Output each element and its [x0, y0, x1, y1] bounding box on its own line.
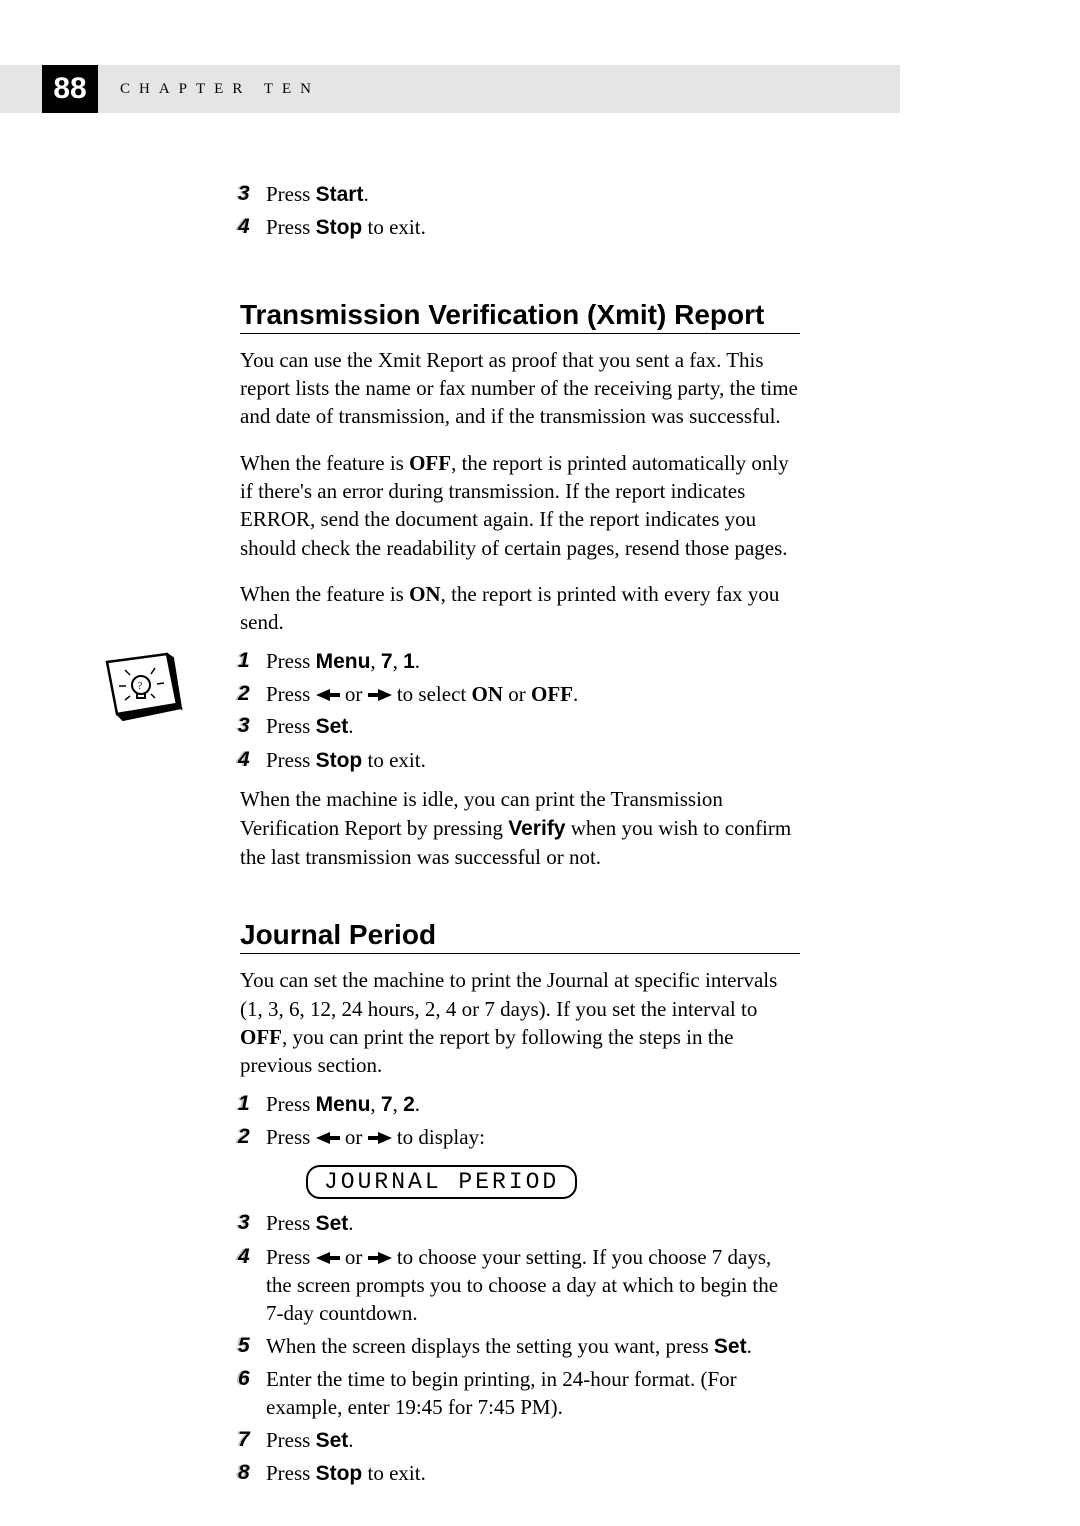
step-item: 1Press Menu, 7, 1.: [240, 647, 800, 676]
journal-step-list-b: 3Press Set.4Press or to choose your sett…: [240, 1209, 800, 1488]
step-number: 1: [238, 647, 264, 676]
section-heading-xmit: Transmission Verification (Xmit) Report: [240, 299, 800, 334]
arrow-right-icon: [368, 1126, 392, 1150]
step-item: 3Press Set.: [240, 712, 800, 741]
arrow-right-icon: [368, 683, 392, 707]
step-body: Press Start.: [266, 180, 800, 209]
step-body: Press Menu, 7, 2.: [266, 1090, 800, 1119]
step-body: Press Set.: [266, 1209, 800, 1238]
step-body: Press or to choose your setting. If you …: [266, 1243, 800, 1328]
arrow-left-icon: [316, 683, 340, 707]
step-body: Press or to select ON or OFF.: [266, 680, 800, 708]
xmit-para-3: When the feature is ON, the report is pr…: [240, 580, 800, 637]
step-item: 3Press Set.: [240, 1209, 800, 1238]
step-number: 4: [238, 746, 264, 775]
step-number: 2: [238, 1123, 264, 1151]
step-number: 4: [238, 1243, 264, 1328]
step-number: 3: [238, 180, 264, 209]
lcd-display: JOURNAL PERIOD: [306, 1165, 577, 1199]
step-item: 4Press or to choose your setting. If you…: [240, 1243, 800, 1328]
step-body: Press Set.: [266, 712, 800, 741]
intro-step-list: 3Press Start.4Press Stop to exit.: [240, 180, 800, 243]
page-content: 3Press Start.4Press Stop to exit. Transm…: [240, 180, 800, 1492]
step-item: 2Press or to select ON or OFF.: [240, 680, 800, 708]
step-number: 4: [238, 213, 264, 242]
arrow-right-icon: [368, 1246, 392, 1270]
page-header: 88 CHAPTER TEN: [0, 65, 900, 113]
step-number: 8: [238, 1459, 264, 1488]
step-number: 7: [238, 1426, 264, 1455]
arrow-left-icon: [316, 1246, 340, 1270]
step-body: Press or to display:: [266, 1123, 800, 1151]
xmit-para-2: When the feature is OFF, the report is p…: [240, 449, 800, 562]
journal-para: You can set the machine to print the Jou…: [240, 966, 800, 1079]
step-number: 1: [238, 1090, 264, 1119]
step-body: Press Stop to exit.: [266, 1459, 800, 1488]
svg-text:?: ?: [138, 681, 143, 692]
journal-step-list-a: 1Press Menu, 7, 2.2Press or to display:: [240, 1090, 800, 1152]
step-body: Press Stop to exit.: [266, 213, 800, 242]
xmit-para-1: You can use the Xmit Report as proof tha…: [240, 346, 800, 431]
xmit-tip-para: When the machine is idle, you can print …: [240, 785, 800, 871]
step-body: Enter the time to begin printing, in 24-…: [266, 1365, 800, 1422]
page-number: 88: [42, 65, 98, 113]
step-item: 5When the screen displays the setting yo…: [240, 1332, 800, 1361]
step-number: 3: [238, 712, 264, 741]
step-item: 8Press Stop to exit.: [240, 1459, 800, 1488]
step-item: 2Press or to display:: [240, 1123, 800, 1151]
step-body: Press Set.: [266, 1426, 800, 1455]
step-item: 4Press Stop to exit.: [240, 746, 800, 775]
step-number: 2: [238, 680, 264, 708]
step-item: 7Press Set.: [240, 1426, 800, 1455]
step-number: 6: [238, 1365, 264, 1422]
step-item: 6Enter the time to begin printing, in 24…: [240, 1365, 800, 1422]
step-body: When the screen displays the setting you…: [266, 1332, 800, 1361]
step-body: Press Menu, 7, 1.: [266, 647, 800, 676]
step-body: Press Stop to exit.: [266, 746, 800, 775]
step-item: 3Press Start.: [240, 180, 800, 209]
arrow-left-icon: [316, 1126, 340, 1150]
chapter-label: CHAPTER TEN: [120, 81, 320, 98]
tip-lightbulb-icon: ?: [95, 652, 185, 727]
step-item: 1Press Menu, 7, 2.: [240, 1090, 800, 1119]
xmit-step-list: 1Press Menu, 7, 1.2Press or to select ON…: [240, 647, 800, 775]
step-number: 3: [238, 1209, 264, 1238]
step-number: 5: [238, 1332, 264, 1361]
step-item: 4Press Stop to exit.: [240, 213, 800, 242]
section-heading-journal: Journal Period: [240, 919, 800, 954]
